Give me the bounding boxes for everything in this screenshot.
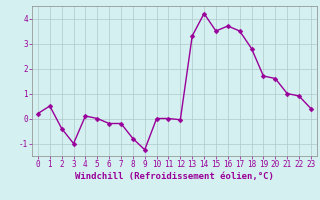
X-axis label: Windchill (Refroidissement éolien,°C): Windchill (Refroidissement éolien,°C) (75, 172, 274, 181)
